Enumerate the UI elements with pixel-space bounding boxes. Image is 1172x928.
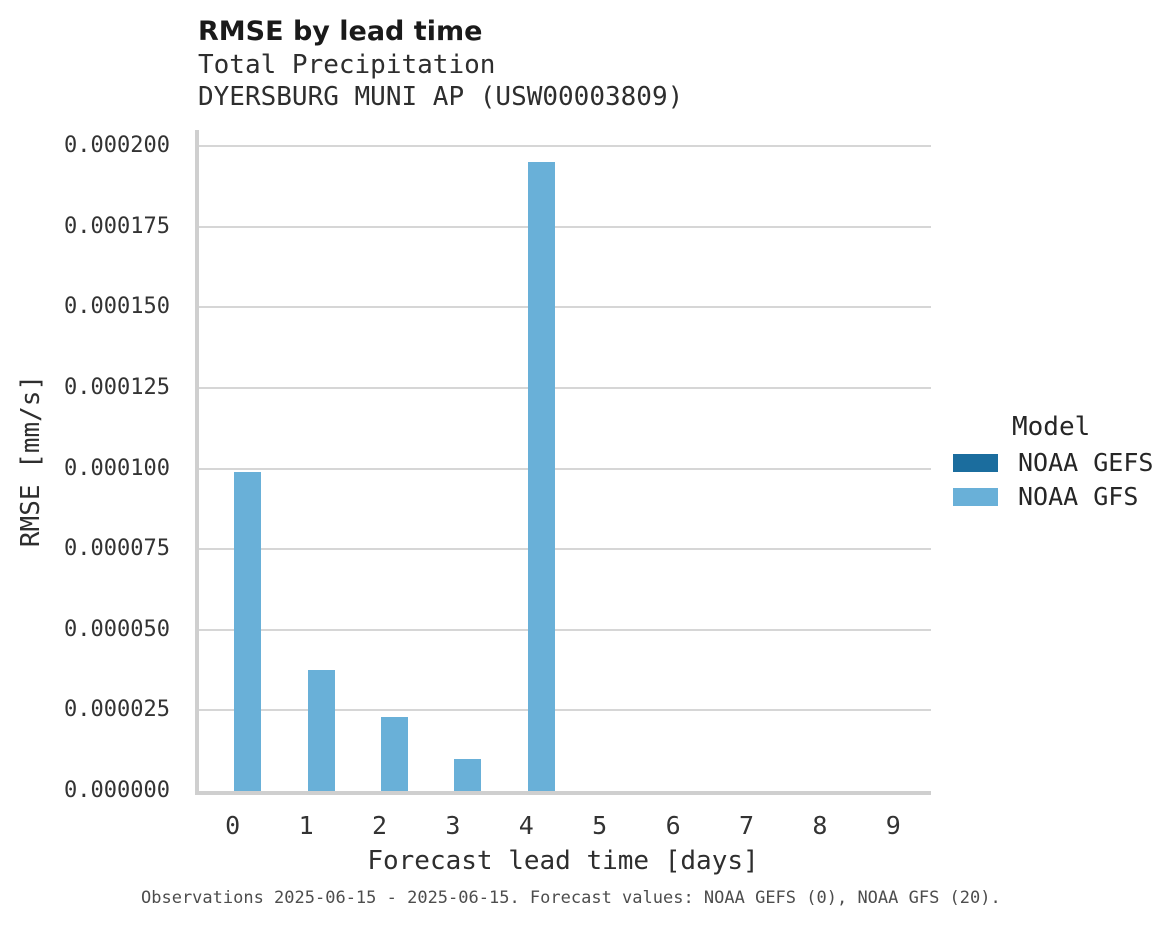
legend-label-noaa-gfs: NOAA GFS (1018, 482, 1139, 511)
legend-swatch-noaa-gefs (953, 454, 998, 472)
y-axis-spine (195, 130, 199, 795)
bar-noaa-gfs-day1 (307, 670, 335, 791)
x-tick-label: 0 (225, 811, 241, 840)
y-tick-label: 0.000050 (64, 616, 170, 642)
x-tick-label: 9 (885, 811, 901, 840)
bar-noaa-gfs-day2 (381, 716, 408, 791)
x-axis-label: Forecast lead time [days] (367, 846, 759, 876)
gridline (199, 145, 931, 147)
gridline (199, 386, 931, 389)
x-tick-label: 6 (665, 811, 681, 840)
chart-title: RMSE by lead time (198, 16, 483, 47)
legend-label-noaa-gefs: NOAA GEFS (1018, 448, 1154, 477)
y-tick-label: 0.000125 (64, 374, 170, 400)
y-tick-label: 0.000175 (64, 213, 170, 239)
x-tick-label: 4 (518, 811, 534, 840)
gridline (199, 467, 931, 470)
y-tick-label: 0.000200 (64, 133, 170, 158)
chart-subtitle-variable: Total Precipitation (198, 50, 496, 80)
gridline (199, 628, 931, 631)
x-tick-label: 8 (812, 811, 828, 840)
x-tick-label: 3 (445, 811, 461, 840)
y-tick-label: 0.000000 (64, 778, 170, 803)
x-tick-label: 7 (738, 811, 755, 840)
x-tick-label: 1 (298, 811, 314, 840)
gridline (199, 548, 931, 551)
y-tick-label: 0.000100 (64, 455, 170, 481)
y-tick-label: 0.000150 (64, 294, 170, 320)
bar-noaa-gfs-day3 (454, 758, 482, 791)
y-tick-label: 0.000075 (64, 536, 170, 562)
caption: Observations 2025-06-15 - 2025-06-15. Fo… (141, 888, 1001, 908)
y-tick-label: 0.000025 (64, 697, 170, 723)
x-axis-baseline (195, 791, 931, 795)
x-tick-label: 2 (371, 811, 388, 840)
y-axis-label: RMSE [mm/s] (16, 374, 46, 548)
legend-title: Model (1012, 412, 1091, 442)
gridline (199, 225, 931, 228)
legend-swatch-noaa-gfs (953, 488, 998, 506)
bar-noaa-gfs-day0 (234, 471, 262, 791)
chart-subtitle-station: DYERSBURG MUNI AP (USW00003809) (198, 82, 684, 112)
gridline (199, 709, 931, 712)
x-tick-label: 5 (592, 811, 608, 840)
bar-noaa-gfs-day4 (527, 162, 555, 791)
gridline (199, 306, 931, 309)
